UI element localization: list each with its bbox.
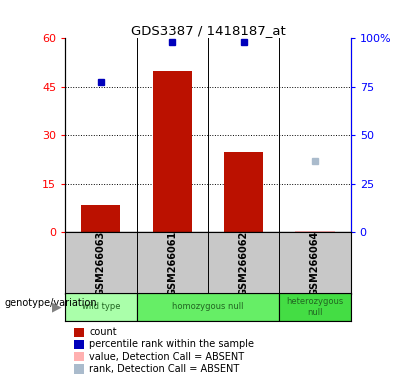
- Text: wild type: wild type: [81, 302, 120, 311]
- Text: GSM266061: GSM266061: [167, 230, 177, 296]
- Text: heterozygous
null: heterozygous null: [286, 297, 344, 316]
- Bar: [65, 293, 136, 321]
- Text: GSM266064: GSM266064: [310, 230, 320, 296]
- Text: ▶: ▶: [52, 300, 61, 313]
- Bar: [136, 293, 279, 321]
- Bar: [81, 205, 121, 232]
- Text: GSM266062: GSM266062: [239, 230, 249, 296]
- Bar: [279, 293, 351, 321]
- Text: homozygous null: homozygous null: [172, 302, 244, 311]
- Text: value, Detection Call = ABSENT: value, Detection Call = ABSENT: [89, 352, 244, 362]
- Text: rank, Detection Call = ABSENT: rank, Detection Call = ABSENT: [89, 364, 240, 374]
- Bar: [295, 231, 335, 232]
- Title: GDS3387 / 1418187_at: GDS3387 / 1418187_at: [131, 24, 285, 37]
- Text: genotype/variation: genotype/variation: [4, 298, 97, 308]
- Text: GSM266063: GSM266063: [96, 230, 106, 296]
- Bar: [152, 71, 192, 232]
- Text: percentile rank within the sample: percentile rank within the sample: [89, 339, 255, 349]
- Text: count: count: [89, 327, 117, 337]
- Bar: [224, 152, 263, 232]
